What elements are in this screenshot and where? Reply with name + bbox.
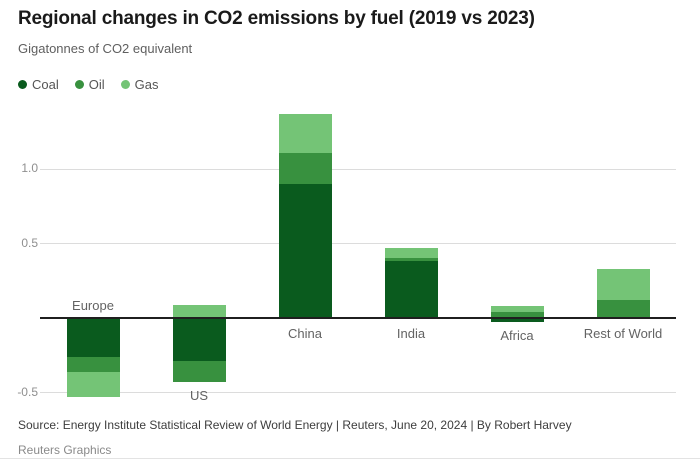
bar-segment-europe-coal (66, 318, 120, 357)
zero-axis-line (40, 317, 676, 319)
bar-segment-europe-oil (66, 356, 120, 372)
chart-units-subtitle: Gigatonnes of CO2 equivalent (18, 41, 193, 56)
legend-item-oil: Oil (74, 77, 105, 92)
bar-segment-india-oil (384, 258, 438, 262)
gridline--0.5 (40, 392, 676, 393)
bar-segment-us-oil (172, 361, 226, 383)
bar-segment-china-oil (278, 152, 332, 184)
bar-segment-europe-gas (66, 371, 120, 397)
chart-legend: Coal Oil Gas (18, 77, 158, 92)
bar-segment-africa-gas (490, 306, 544, 313)
bar-segment-china-coal (278, 183, 332, 318)
bar-segment-india-gas (384, 247, 438, 259)
bar-segment-us-gas (172, 304, 226, 318)
bar-segment-us-coal (172, 318, 226, 362)
legend-swatch-coal-icon (18, 80, 27, 89)
y-axis-tick-label: 0.5 (21, 235, 38, 250)
legend-label: Gas (134, 77, 159, 92)
gridline-1.0 (40, 168, 676, 170)
legend-label: Coal (32, 77, 59, 92)
y-axis-tick-label: 1.0 (21, 161, 38, 175)
y-axis-tick-label: -0.5 (17, 384, 38, 399)
category-label-europe: Europe (72, 298, 114, 313)
legend-swatch-gas-icon (120, 80, 130, 89)
category-label-africa: Africa (500, 328, 534, 344)
legend-swatch-oil-icon (74, 80, 84, 89)
legend-label: Oil (88, 77, 105, 92)
bar-segment-africa-oil (490, 312, 544, 318)
bar-segment-africa-coal (490, 318, 544, 323)
category-label-rest-of-world: Rest of World (583, 326, 663, 341)
legend-item-gas: Gas (120, 77, 159, 92)
bar-segment-rest-of-world-oil (596, 300, 650, 318)
category-label-china: China (288, 326, 322, 341)
bar-segment-rest-of-world-gas (596, 268, 650, 301)
bar-segment-china-gas (278, 113, 332, 153)
credit-note: Reuters Graphics (18, 443, 112, 457)
category-label-us: US (189, 388, 209, 404)
bar-segment-india-coal (384, 261, 438, 318)
legend-item-coal: Coal (18, 77, 59, 92)
source-note: Source: Energy Institute Statistical Rev… (18, 418, 572, 432)
gridline-0.5 (40, 243, 676, 244)
page-title: Regional changes in CO2 emissions by fue… (18, 8, 535, 29)
category-label-india: India (396, 326, 426, 341)
